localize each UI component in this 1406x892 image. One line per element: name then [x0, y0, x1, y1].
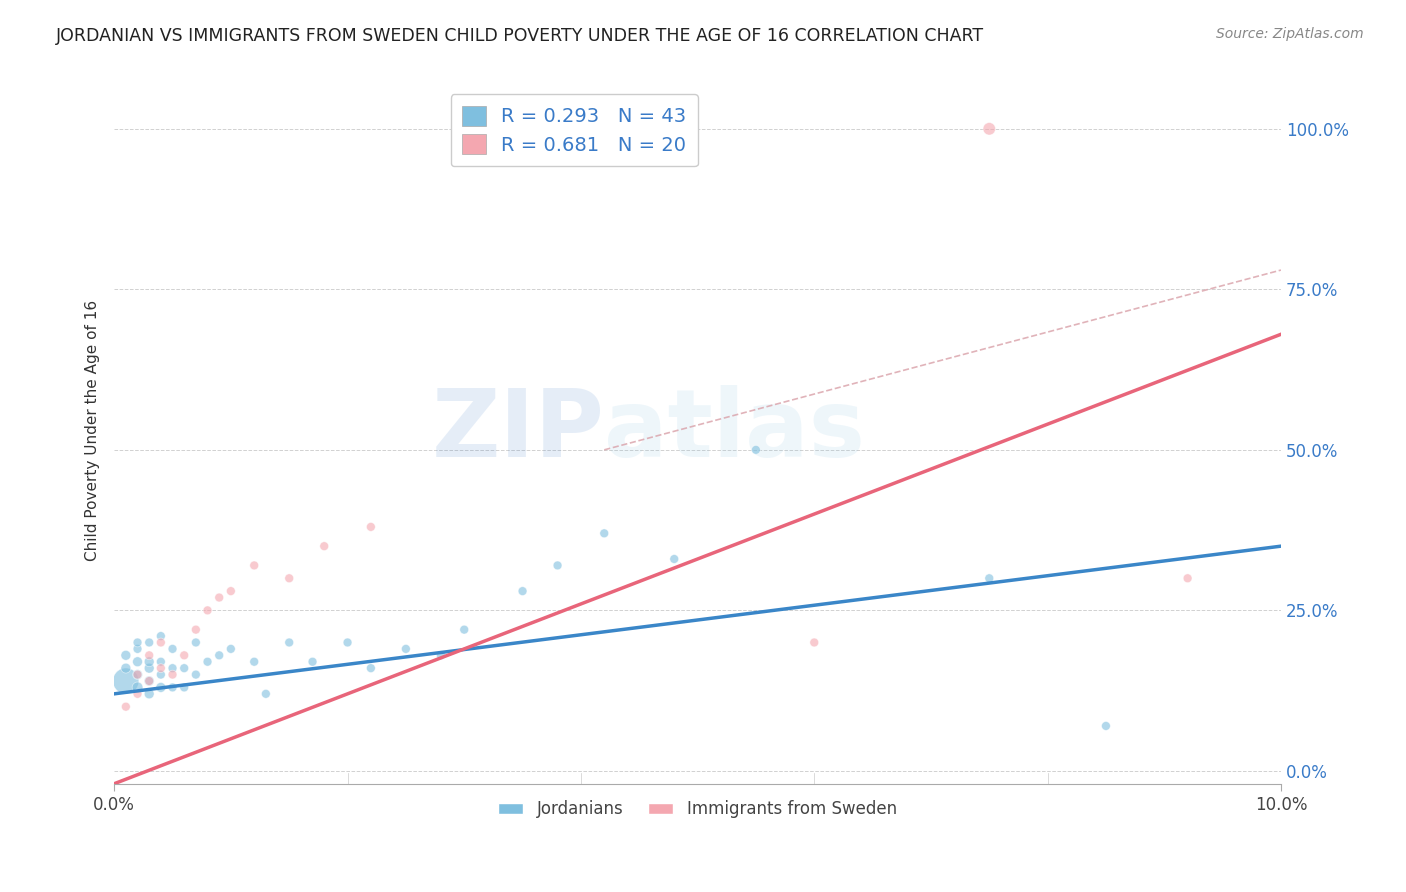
Point: [278, 571, 301, 585]
Point: [127, 687, 149, 701]
Point: [173, 681, 195, 695]
Point: [162, 681, 184, 695]
Point: [115, 673, 138, 688]
Point: [184, 623, 207, 637]
Point: [149, 655, 172, 669]
Point: [127, 681, 149, 695]
Point: [149, 661, 172, 675]
Point: [162, 667, 184, 681]
Point: [138, 661, 160, 675]
Point: [127, 635, 149, 649]
Point: [360, 661, 382, 675]
Point: [512, 584, 534, 599]
Point: [314, 539, 336, 553]
Point: [664, 552, 686, 566]
Point: [219, 584, 242, 599]
Point: [243, 655, 266, 669]
Point: [173, 648, 195, 663]
Point: [360, 520, 382, 534]
Point: [208, 591, 231, 605]
Point: [138, 635, 160, 649]
Point: [115, 699, 138, 714]
Point: [127, 655, 149, 669]
Legend: Jordanians, Immigrants from Sweden: Jordanians, Immigrants from Sweden: [492, 794, 904, 825]
Point: [430, 648, 453, 663]
Text: atlas: atlas: [605, 384, 865, 476]
Point: [127, 641, 149, 656]
Point: [127, 667, 149, 681]
Point: [547, 558, 569, 573]
Point: [278, 635, 301, 649]
Point: [138, 673, 160, 688]
Point: [254, 687, 277, 701]
Point: [138, 648, 160, 663]
Point: [149, 667, 172, 681]
Point: [208, 648, 231, 663]
Point: [138, 687, 160, 701]
Point: [243, 558, 266, 573]
Point: [197, 655, 219, 669]
Text: ZIP: ZIP: [432, 384, 605, 476]
Point: [149, 681, 172, 695]
Point: [219, 641, 242, 656]
Point: [197, 603, 219, 617]
Point: [115, 648, 138, 663]
Point: [745, 442, 768, 457]
Point: [149, 629, 172, 643]
Point: [979, 121, 1001, 136]
Point: [453, 623, 475, 637]
Point: [184, 667, 207, 681]
Point: [395, 641, 418, 656]
Point: [1095, 719, 1118, 733]
Point: [173, 661, 195, 675]
Point: [184, 635, 207, 649]
Point: [803, 635, 825, 649]
Y-axis label: Child Poverty Under the Age of 16: Child Poverty Under the Age of 16: [86, 300, 100, 561]
Text: Source: ZipAtlas.com: Source: ZipAtlas.com: [1216, 27, 1364, 41]
Point: [115, 661, 138, 675]
Point: [138, 673, 160, 688]
Point: [127, 667, 149, 681]
Text: JORDANIAN VS IMMIGRANTS FROM SWEDEN CHILD POVERTY UNDER THE AGE OF 16 CORRELATIO: JORDANIAN VS IMMIGRANTS FROM SWEDEN CHIL…: [56, 27, 984, 45]
Point: [138, 655, 160, 669]
Point: [149, 635, 172, 649]
Point: [336, 635, 359, 649]
Point: [301, 655, 323, 669]
Point: [162, 641, 184, 656]
Point: [979, 571, 1001, 585]
Point: [162, 661, 184, 675]
Point: [593, 526, 616, 541]
Point: [1177, 571, 1199, 585]
